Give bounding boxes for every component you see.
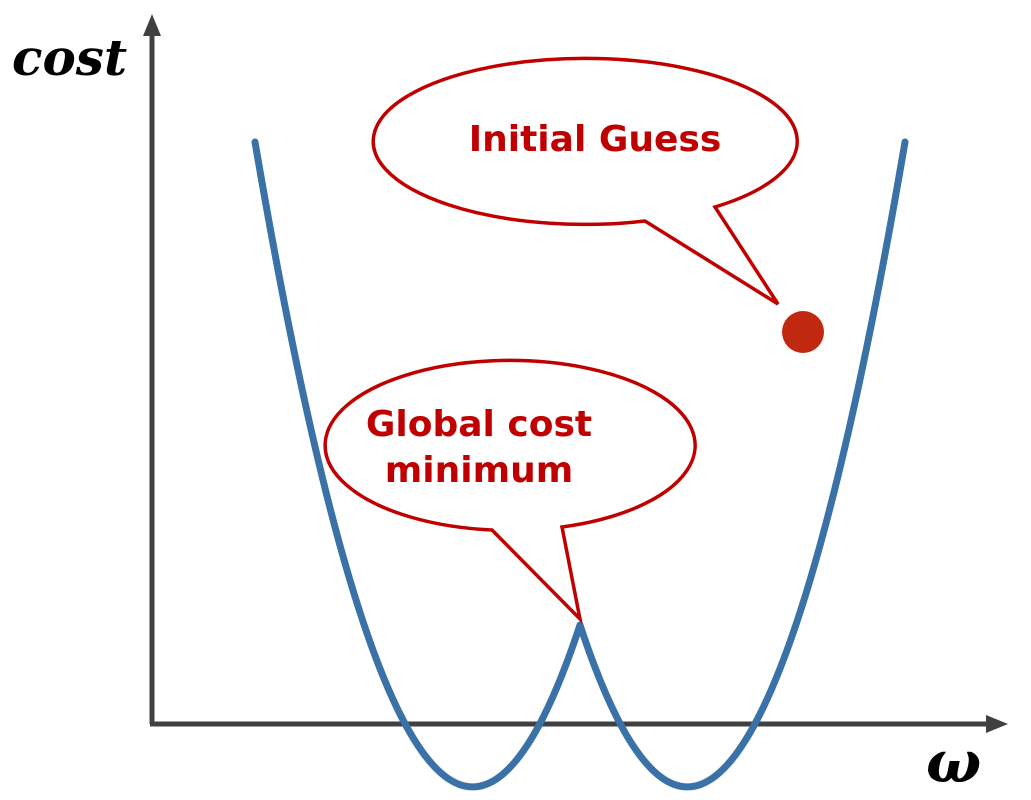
y-axis-arrow [143, 14, 161, 36]
y-axis-label: cost [12, 28, 127, 87]
global-minimum-label-line2: minimum [385, 450, 573, 491]
initial-guess-marker [782, 311, 824, 353]
x-axis-arrow [986, 715, 1008, 733]
x-axis-label: ω [926, 728, 981, 796]
cost-curve [251, 138, 909, 791]
global-minimum-label-line1: Global cost [366, 404, 592, 445]
initial-guess-bubble [371, 56, 799, 306]
global-minimum-callout: Global cost minimum [323, 358, 697, 625]
initial-guess-callout: Initial Guess [371, 56, 799, 306]
global-minimum-bubble [323, 358, 697, 625]
initial-guess-label: Initial Guess [469, 119, 722, 160]
axes [143, 14, 1008, 733]
